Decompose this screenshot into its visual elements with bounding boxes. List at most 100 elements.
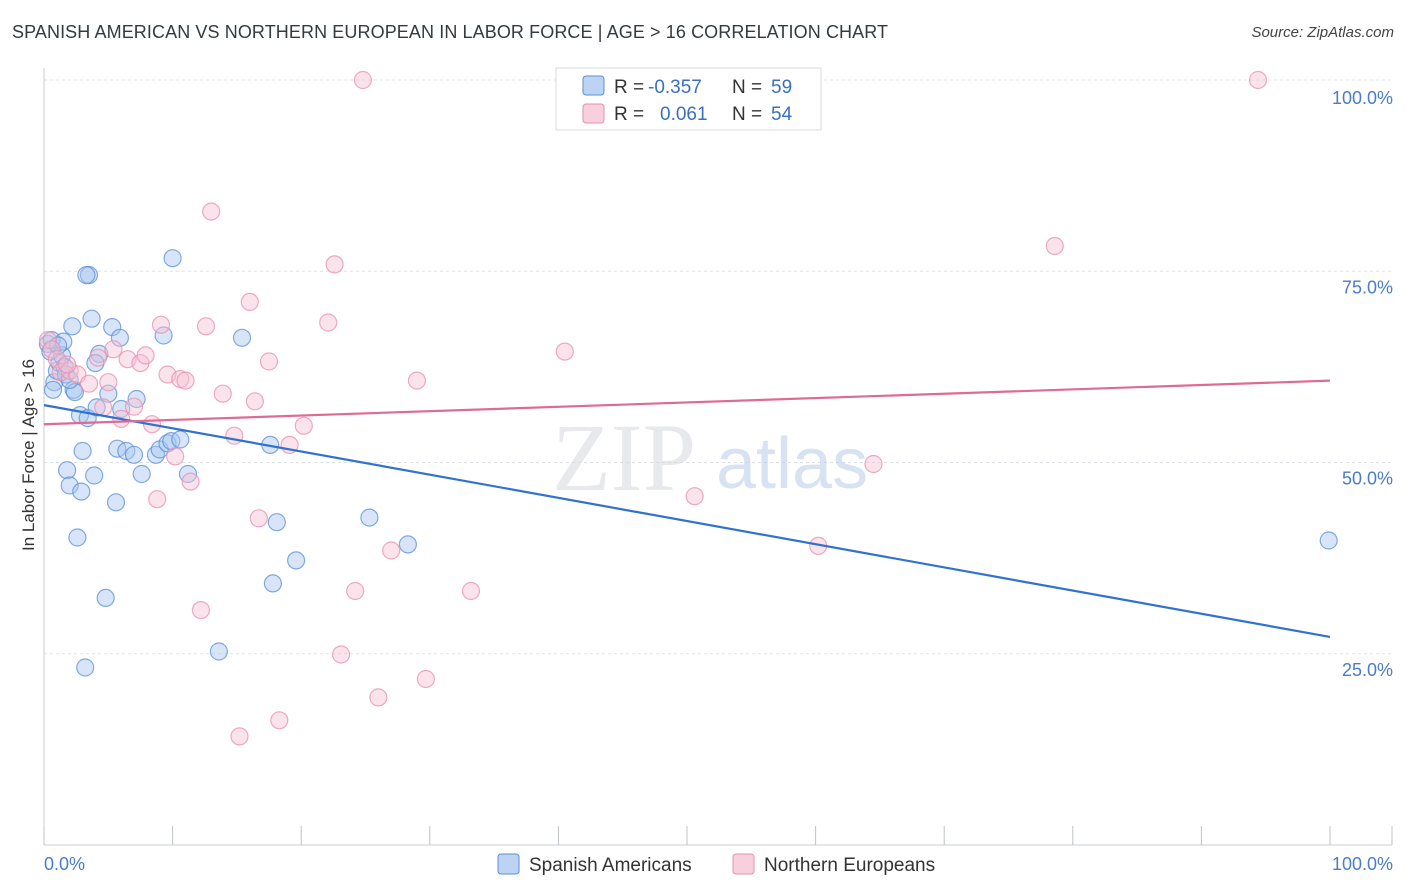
stats-swatch-spanish	[582, 75, 605, 96]
point-northern-6	[79, 374, 99, 393]
stats-r-label-northern: R =	[614, 104, 644, 125]
point-spanish-19	[73, 441, 92, 461]
y-tick-label-25: 25.0%	[1342, 660, 1393, 680]
point-northern-23	[181, 472, 200, 491]
point-northern-9	[99, 373, 118, 392]
point-spanish-49	[263, 574, 282, 593]
point-spanish-52	[360, 508, 379, 527]
point-spanish-13	[63, 317, 82, 336]
point-spanish-25	[87, 398, 106, 417]
point-spanish-55	[77, 266, 96, 285]
stats-n-value-northern: 54	[771, 104, 793, 125]
point-northern-8	[94, 398, 113, 417]
grid-lines	[44, 79, 1392, 655]
point-spanish-32	[110, 328, 130, 347]
point-northern-32	[249, 509, 268, 528]
y-tick-label-50: 50.0%	[1342, 469, 1393, 489]
point-northern-36	[294, 416, 313, 435]
point-spanish-24	[85, 466, 104, 485]
trend-line-northern	[43, 379, 1331, 426]
point-spanish-44	[171, 430, 190, 449]
point-spanish-50	[267, 513, 286, 532]
point-northern-40	[346, 581, 365, 601]
point-spanish-20	[76, 658, 95, 677]
point-spanish-30	[106, 493, 126, 512]
point-northern-43	[382, 541, 401, 560]
stats-legend: R = -0.357 N = 59 R = 0.061 N = 54	[555, 67, 822, 131]
point-spanish-40	[154, 326, 173, 345]
point-northern-22	[176, 371, 195, 390]
point-northern-41	[353, 70, 372, 90]
point-northern-48	[685, 487, 704, 506]
stats-r-value-spanish: -0.357	[648, 77, 702, 98]
axes	[43, 68, 1393, 846]
point-northern-15	[136, 346, 155, 365]
stats-n-label-spanish: N =	[732, 77, 762, 98]
point-northern-0	[38, 331, 58, 350]
point-spanish-23	[82, 309, 101, 328]
data-points	[38, 70, 1338, 746]
trend-line-spanish	[43, 404, 1331, 639]
stats-n-label-northern: N =	[732, 104, 762, 125]
y-axis-label: In Labor Force | Age > 16	[19, 359, 38, 551]
point-northern-24	[191, 600, 210, 620]
point-northern-51	[1045, 236, 1064, 256]
watermark-zip: ZIP	[552, 404, 696, 511]
point-spanish-4	[43, 380, 63, 399]
point-spanish-16	[68, 528, 87, 547]
point-northern-7	[88, 348, 108, 367]
point-northern-42	[369, 688, 388, 707]
chart-title: SPANISH AMERICAN VS NORTHERN EUROPEAN IN…	[12, 22, 889, 42]
series-legend: Spanish Americans Northern Europeans	[497, 853, 935, 876]
point-northern-31	[245, 392, 264, 411]
point-northern-46	[461, 581, 481, 601]
trend-lines	[43, 379, 1331, 639]
point-northern-18	[151, 315, 171, 334]
x-tick-label-0: 0.0%	[44, 854, 85, 874]
point-northern-13	[124, 397, 144, 416]
point-northern-45	[416, 669, 435, 689]
point-northern-47	[555, 342, 574, 361]
x-tick-label-100: 100.0%	[1332, 854, 1393, 874]
watermark: ZIP atlas	[552, 404, 868, 511]
legend-label-northern[interactable]: Northern Europeans	[764, 855, 935, 876]
point-northern-30	[240, 292, 259, 311]
y-tick-label-100: 100.0%	[1332, 88, 1393, 108]
point-northern-25	[196, 317, 216, 336]
stats-swatch-northern	[582, 103, 605, 124]
stats-r-value-northern: 0.061	[660, 104, 708, 125]
point-spanish-12	[60, 476, 79, 495]
point-northern-20	[166, 447, 185, 466]
stats-r-label-spanish: R =	[614, 77, 644, 98]
point-spanish-35	[124, 445, 144, 464]
point-spanish-42	[162, 432, 181, 451]
point-northern-29	[230, 727, 249, 746]
stats-n-value-spanish: 59	[771, 77, 792, 98]
point-northern-34	[270, 711, 289, 730]
point-spanish-51	[287, 551, 306, 570]
point-spanish-11	[57, 461, 77, 480]
legend-swatch-northern[interactable]	[732, 853, 755, 875]
point-northern-33	[259, 352, 279, 371]
point-northern-10	[104, 340, 123, 359]
point-northern-38	[325, 255, 344, 274]
point-spanish-53	[398, 535, 417, 554]
point-spanish-37	[132, 464, 151, 484]
legend-swatch-spanish[interactable]	[497, 853, 520, 875]
y-tick-label-75: 75.0%	[1342, 277, 1393, 297]
point-northern-27	[213, 384, 232, 403]
tick-labels: 25.0% 50.0% 75.0% 100.0% 0.0% 100.0%	[44, 88, 1393, 874]
point-spanish-27	[96, 588, 115, 608]
point-spanish-47	[232, 328, 252, 347]
legend-label-spanish[interactable]: Spanish Americans	[529, 855, 692, 876]
point-northern-50	[864, 454, 883, 474]
point-northern-1	[42, 340, 61, 359]
point-spanish-46	[209, 642, 228, 661]
point-spanish-18	[72, 482, 91, 501]
point-northern-26	[202, 202, 221, 221]
point-spanish-54	[1319, 531, 1338, 550]
point-spanish-43	[163, 249, 182, 268]
source-credit: Source: ZipAtlas.com	[1251, 24, 1394, 41]
point-northern-52	[1248, 70, 1268, 90]
